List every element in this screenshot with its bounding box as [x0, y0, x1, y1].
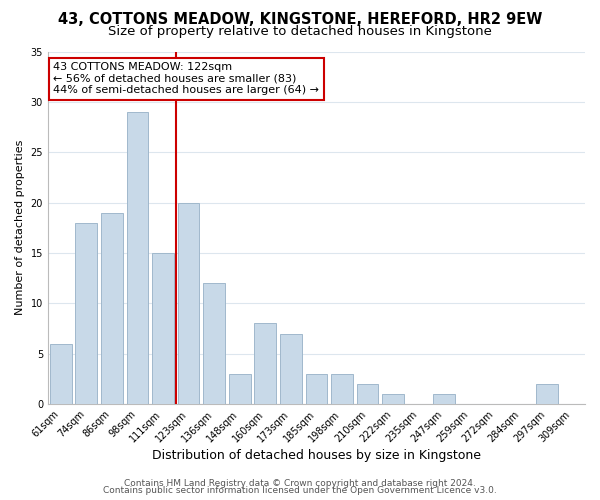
Bar	[433, 394, 455, 404]
Text: Contains public sector information licensed under the Open Government Licence v3: Contains public sector information licen…	[103, 486, 497, 495]
X-axis label: Distribution of detached houses by size in Kingstone: Distribution of detached houses by size …	[152, 450, 481, 462]
Text: Contains HM Land Registry data © Crown copyright and database right 2024.: Contains HM Land Registry data © Crown c…	[124, 478, 476, 488]
Bar	[305, 374, 328, 404]
Bar	[127, 112, 148, 404]
Bar	[382, 394, 404, 404]
Text: Size of property relative to detached houses in Kingstone: Size of property relative to detached ho…	[108, 25, 492, 38]
Y-axis label: Number of detached properties: Number of detached properties	[15, 140, 25, 316]
Bar	[331, 374, 353, 404]
Bar	[101, 212, 123, 404]
Bar	[357, 384, 379, 404]
Bar	[254, 324, 276, 404]
Bar	[536, 384, 557, 404]
Bar	[50, 344, 71, 404]
Bar	[280, 334, 302, 404]
Text: 43 COTTONS MEADOW: 122sqm
← 56% of detached houses are smaller (83)
44% of semi-: 43 COTTONS MEADOW: 122sqm ← 56% of detac…	[53, 62, 319, 96]
Bar	[229, 374, 251, 404]
Bar	[76, 223, 97, 404]
Bar	[152, 253, 174, 404]
Text: 43, COTTONS MEADOW, KINGSTONE, HEREFORD, HR2 9EW: 43, COTTONS MEADOW, KINGSTONE, HEREFORD,…	[58, 12, 542, 28]
Bar	[203, 283, 225, 404]
Bar	[178, 202, 199, 404]
